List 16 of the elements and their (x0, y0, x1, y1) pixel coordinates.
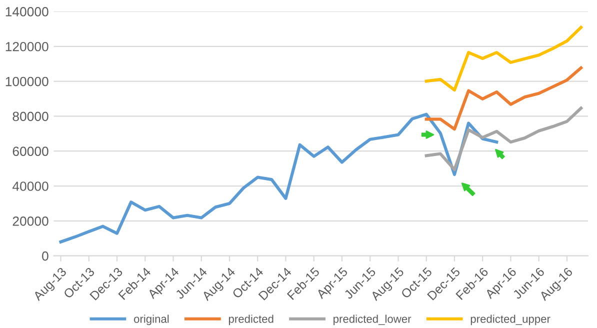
line-series (424, 26, 583, 92)
y-tick-label: 0 (42, 251, 48, 261)
line-series (424, 106, 583, 172)
y-tick-label: 140000 (6, 7, 48, 16)
line-series (59, 112, 498, 244)
y-tick-label: 40000 (12, 182, 48, 191)
y-tick-label: 120000 (6, 42, 48, 52)
y-tick-label: 60000 (12, 146, 48, 156)
legend-label: predicted_lower (334, 314, 412, 326)
legend-label: original (134, 314, 169, 326)
line-series (424, 66, 583, 131)
legend-label: predicted_upper (470, 314, 550, 326)
y-tick-label: 100000 (6, 76, 48, 86)
legend-label: predicted (228, 314, 274, 326)
y-tick-label: 20000 (12, 216, 48, 226)
y-tick-label: 80000 (12, 112, 48, 122)
